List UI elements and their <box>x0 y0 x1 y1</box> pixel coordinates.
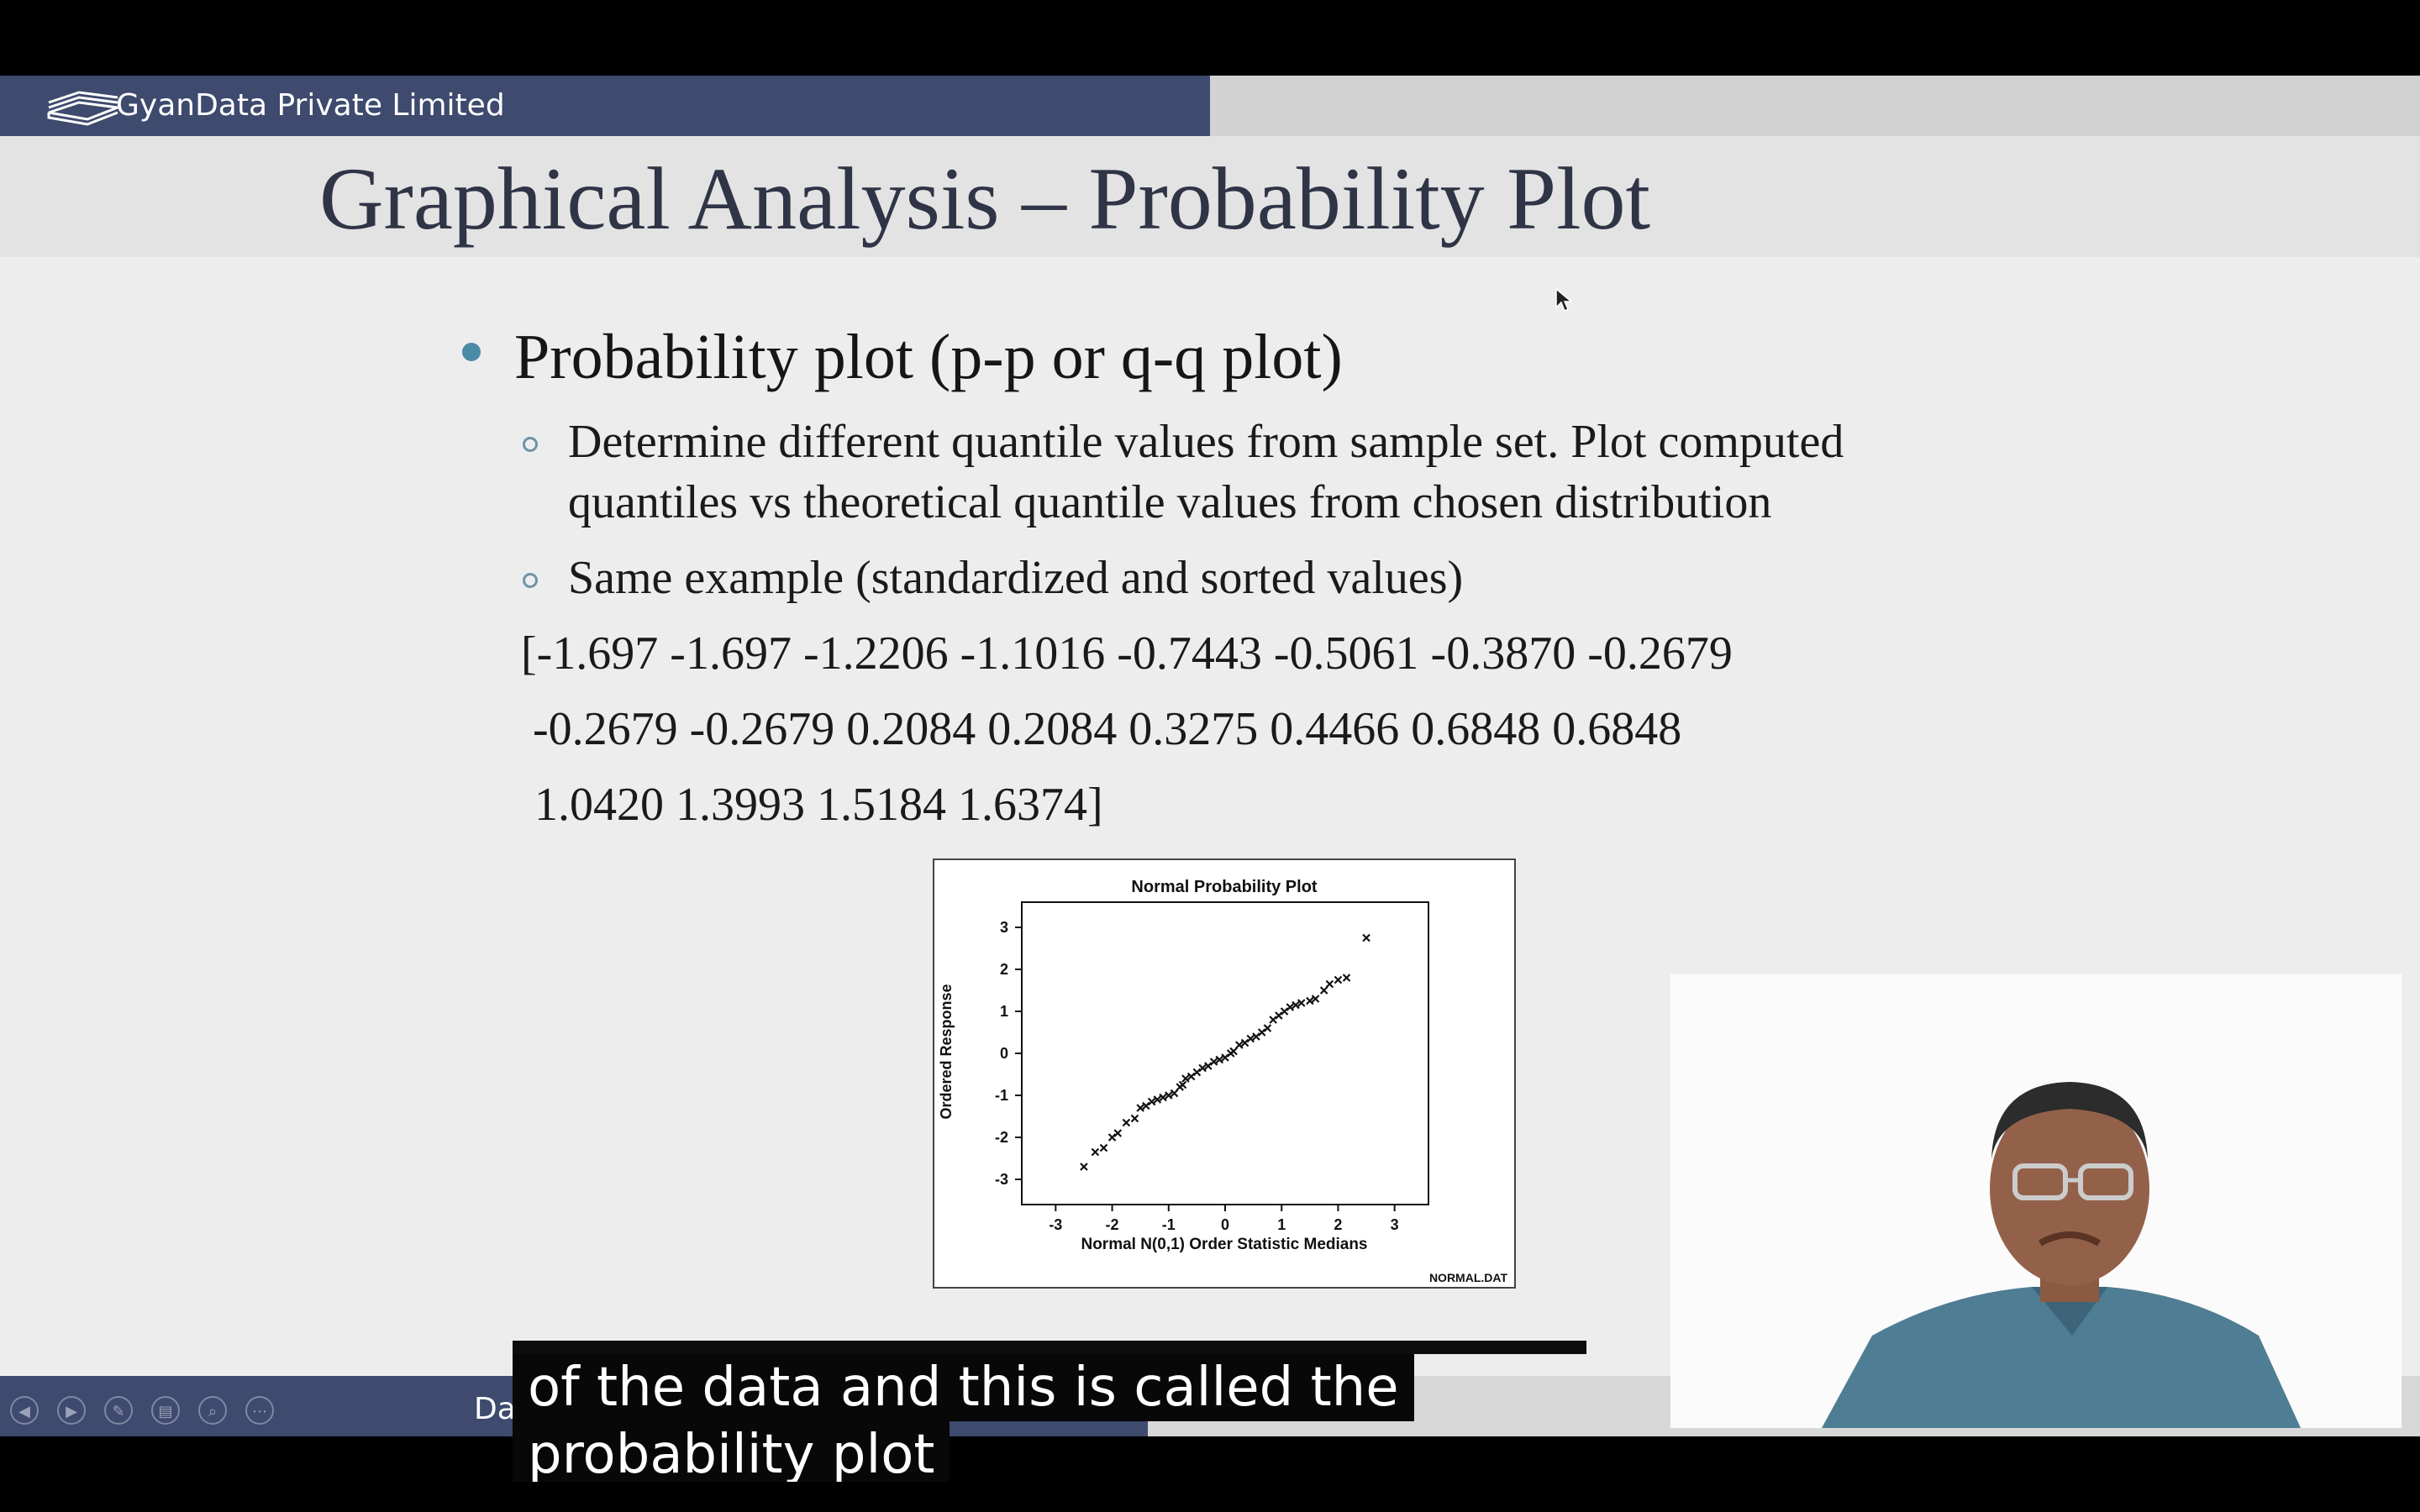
data-point-marker <box>1192 1068 1202 1077</box>
sub-bullet-marker <box>523 437 538 452</box>
next-icon[interactable]: ▶ <box>57 1396 86 1425</box>
plot-frame-box <box>1021 901 1429 1205</box>
dataset-note: NORMAL.DAT <box>1429 1271 1508 1284</box>
data-point-marker <box>1215 1055 1224 1064</box>
data-point-marker <box>1080 1163 1088 1171</box>
data-point-marker <box>1252 1032 1260 1041</box>
sub-bullet-1-line-1: Determine different quantile values from… <box>568 416 1844 468</box>
data-point-marker <box>1280 1007 1289 1016</box>
x-tick-label: 2 <box>1334 1216 1342 1233</box>
presenter-webcam <box>1670 974 2402 1428</box>
presenter-video-frame <box>1822 1082 2301 1428</box>
data-values-line-3: 1.0420 1.3993 1.5184 1.6374] <box>534 779 1103 831</box>
data-point-marker <box>1362 933 1370 942</box>
data-point-marker <box>1257 1028 1266 1037</box>
probability-plot-chart: Normal Probability Plot Ordered Response… <box>938 878 1508 1284</box>
y-tick-label: 3 <box>1000 919 1008 936</box>
y-tick-label: 2 <box>1000 961 1008 978</box>
footer-title: Da <box>474 1392 516 1426</box>
data-point-marker <box>1130 1114 1139 1123</box>
data-point-marker <box>1325 979 1334 989</box>
data-point-marker <box>1319 986 1328 995</box>
data-point-marker <box>1209 1058 1218 1066</box>
data-point-marker <box>1198 1063 1207 1073</box>
sub-bullet-marker <box>523 573 538 588</box>
data-values-line-1: [-1.697 -1.697 -1.2206 -1.1016 -0.7443 -… <box>521 627 1733 680</box>
main-bullet: Probability plot (p-p or q-q plot) <box>514 322 1343 392</box>
title-band <box>0 136 2420 257</box>
slide-title: Graphical Analysis – Probability Plot <box>319 150 1650 248</box>
data-point-marker <box>1342 974 1351 982</box>
caption-bar <box>513 1341 1586 1354</box>
data-point-marker <box>1229 1047 1238 1056</box>
sub-bullet-2: Same example (standardized and sorted va… <box>568 552 1464 604</box>
data-point-marker <box>1240 1038 1249 1047</box>
x-tick-label: -2 <box>1106 1216 1119 1233</box>
brand-name: GyanData Private Limited <box>116 88 505 123</box>
plot-area: -3 -2 -1 0 1 2 3 -3 -2 -1 0 1 2 3 <box>995 901 1429 1233</box>
bullet-dot <box>462 343 481 361</box>
caption-line-1: of the data and this is called the <box>513 1354 1414 1421</box>
y-tick-label: -2 <box>995 1129 1008 1146</box>
y-tick-label: -3 <box>995 1171 1008 1188</box>
data-point-marker <box>1159 1093 1167 1102</box>
x-tick-label: -1 <box>1162 1216 1176 1233</box>
x-tick-label: 0 <box>1221 1216 1229 1233</box>
y-axis-label: Ordered Response <box>938 984 955 1119</box>
data-point-marker <box>1178 1080 1187 1089</box>
data-point-marker <box>1136 1104 1144 1112</box>
x-tick-label: -3 <box>1049 1216 1062 1233</box>
data-point-marker <box>1165 1091 1173 1100</box>
data-point-marker <box>1142 1101 1150 1110</box>
x-tick-label: 3 <box>1391 1216 1399 1233</box>
data-point-marker <box>1292 1000 1300 1010</box>
zoom-icon[interactable]: ⌕ <box>198 1396 227 1425</box>
header-bar <box>0 76 1210 136</box>
data-point-marker <box>1107 1133 1117 1142</box>
data-point-marker <box>1306 996 1314 1005</box>
data-point-marker <box>1311 995 1320 1003</box>
sub-bullet-1-line-2: quantiles vs theoretical quantile values… <box>568 476 1772 528</box>
data-point-marker <box>1235 1041 1244 1049</box>
probability-plot-figure: Normal Probability Plot Ordered Response… <box>933 858 1516 1289</box>
data-point-marker <box>1269 1016 1277 1024</box>
slides-icon[interactable]: ▤ <box>151 1396 180 1425</box>
caption-line-2: probability plot <box>513 1421 950 1482</box>
data-point-marker <box>1181 1074 1190 1083</box>
book-logo-icon <box>47 91 118 126</box>
x-axis-label: Normal N(0,1) Order Statistic Medians <box>1081 1236 1367 1253</box>
data-point-marker <box>1334 975 1343 984</box>
mouse-cursor-icon <box>1555 287 1573 312</box>
data-point-marker <box>1275 1011 1283 1020</box>
data-point-marker <box>1246 1034 1255 1043</box>
y-tick-label: 0 <box>1000 1045 1008 1062</box>
data-point-marker <box>1297 999 1306 1007</box>
header-bar-right <box>1210 76 2420 136</box>
data-point-marker <box>1122 1118 1131 1127</box>
data-point-marker <box>1153 1095 1162 1104</box>
x-tick-label: 1 <box>1277 1216 1286 1233</box>
prev-icon[interactable]: ◀ <box>10 1396 39 1425</box>
chart-title: Normal Probability Plot <box>1131 878 1317 896</box>
data-point-marker <box>1186 1072 1196 1081</box>
pen-icon[interactable]: ✎ <box>104 1396 133 1425</box>
y-tick-label: -1 <box>995 1087 1008 1104</box>
more-icon[interactable]: ⋯ <box>245 1396 274 1425</box>
presentation-slide: GyanData Private Limited Graphical Analy… <box>0 76 2420 1436</box>
data-values-line-2: -0.2679 -0.2679 0.2084 0.2084 0.3275 0.4… <box>533 703 1682 755</box>
data-point-marker <box>1286 1003 1295 1011</box>
data-point-marker <box>1204 1062 1213 1070</box>
data-point-marker <box>1099 1143 1108 1152</box>
data-point-marker <box>1113 1129 1123 1137</box>
data-point-marker <box>1221 1053 1229 1062</box>
data-point-marker <box>1263 1024 1272 1032</box>
data-point-marker <box>1147 1097 1156 1106</box>
y-tick-label: 1 <box>1000 1003 1008 1020</box>
data-point-marker <box>1091 1147 1100 1157</box>
data-point-marker <box>1170 1089 1179 1098</box>
